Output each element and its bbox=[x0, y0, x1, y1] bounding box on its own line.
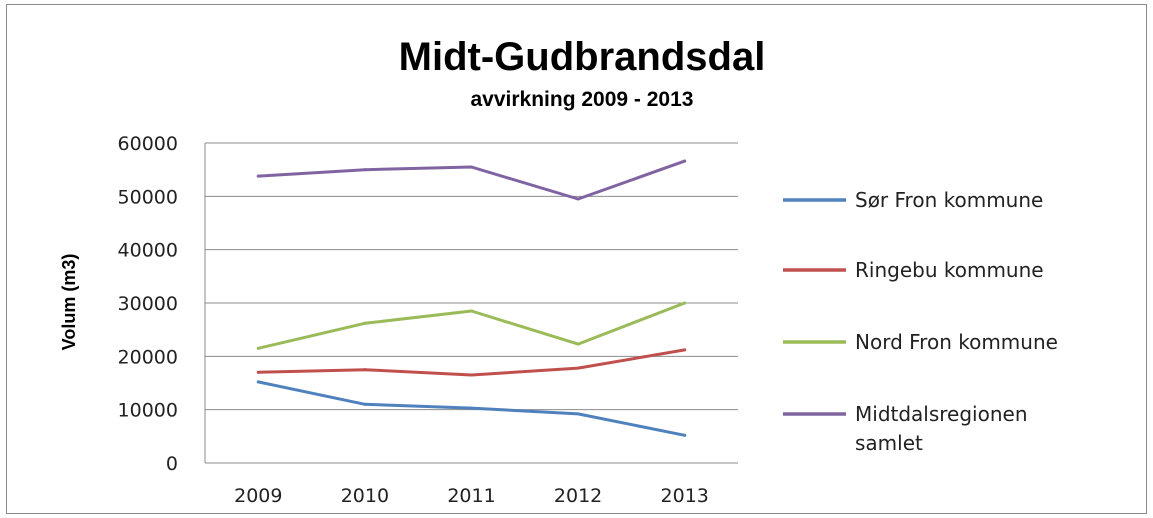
x-tick-label: 2013 bbox=[661, 485, 709, 507]
data-point bbox=[576, 412, 580, 416]
data-point bbox=[256, 370, 260, 374]
chart-frame bbox=[6, 4, 1147, 514]
y-tick-label: 0 bbox=[166, 453, 178, 475]
data-point bbox=[470, 165, 473, 169]
data-point bbox=[256, 174, 260, 178]
data-point bbox=[363, 168, 367, 172]
data-point bbox=[470, 373, 473, 377]
x-tick-label: 2011 bbox=[447, 485, 495, 507]
data-point bbox=[363, 321, 367, 325]
data-point bbox=[576, 342, 580, 346]
y-tick-label: 60000 bbox=[118, 133, 178, 155]
legend-label: Ringebu kommune bbox=[855, 258, 1044, 282]
chart-subtitle: avvirkning 2009 - 2013 bbox=[471, 88, 694, 111]
y-tick-label: 50000 bbox=[118, 186, 178, 208]
legend-label: Sør Fron kommune bbox=[855, 188, 1043, 212]
y-tick-label: 20000 bbox=[118, 346, 178, 368]
x-tick-label: 2012 bbox=[554, 485, 602, 507]
chart-title: Midt-Gudbrandsdal bbox=[399, 35, 766, 79]
data-point bbox=[683, 348, 687, 352]
data-point bbox=[576, 366, 580, 370]
y-tick-label: 10000 bbox=[118, 400, 178, 422]
data-point bbox=[683, 301, 687, 305]
y-tick-label: 30000 bbox=[118, 293, 178, 315]
legend-label: Midtdalsregionen samlet bbox=[855, 402, 1028, 455]
data-point bbox=[576, 197, 580, 201]
data-point bbox=[683, 433, 687, 437]
y-axis-label: Volum (m3) bbox=[59, 254, 79, 351]
data-point bbox=[470, 309, 473, 313]
x-tick-label: 2009 bbox=[234, 485, 282, 507]
series-line-2 bbox=[256, 348, 687, 377]
legend-label: Nord Fron kommune bbox=[855, 330, 1058, 354]
x-tick-label: 2010 bbox=[341, 485, 389, 507]
data-point bbox=[256, 346, 260, 350]
data-point bbox=[683, 159, 687, 163]
data-point bbox=[363, 402, 367, 406]
y-tick-label: 40000 bbox=[118, 240, 178, 262]
data-point bbox=[470, 406, 473, 410]
data-point bbox=[256, 380, 260, 384]
data-point bbox=[363, 368, 367, 372]
